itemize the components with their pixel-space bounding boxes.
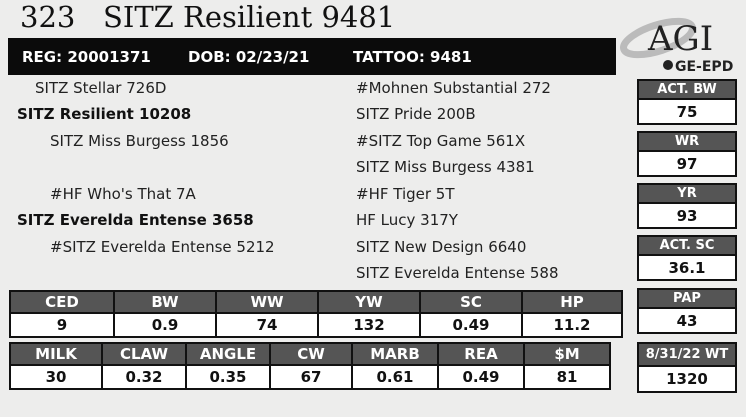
- epd-value-hp: 11.2: [521, 314, 623, 338]
- pedigree-ancestor: #SITZ Top Game 561X: [356, 132, 526, 150]
- agi-logo-icon: AGI GE-EPD: [620, 17, 733, 75]
- pedigree-ancestor: SITZ Pride 200B: [356, 105, 476, 123]
- epd-header-hp: HP: [521, 290, 623, 314]
- stat-label-weight: 8/31/22 WT: [637, 342, 737, 367]
- pedigree-ancestor: SITZ Miss Burgess 4381: [356, 158, 535, 176]
- stat-value-wr: 97: [637, 152, 737, 177]
- epd-value-angle: 0.35: [185, 366, 271, 390]
- registration-number: REG: 20001371: [22, 48, 151, 66]
- stat-label-actual-bw: ACT. BW: [637, 79, 737, 100]
- stat-value-actual-bw: 75: [637, 100, 737, 125]
- epd-header-sc: SC: [419, 290, 523, 314]
- pedigree-dam-dam: #SITZ Everelda Entense 5212: [50, 238, 275, 256]
- epd-value-sc: 0.49: [419, 314, 523, 338]
- epd-value-cw: 67: [269, 366, 353, 390]
- stat-label-wr: WR: [637, 131, 737, 152]
- epd-header-milk: MILK: [9, 342, 103, 366]
- logo-mark: AGI: [647, 19, 713, 59]
- epd-header-ww: WW: [215, 290, 319, 314]
- epd-value-ww: 74: [215, 314, 319, 338]
- pedigree-ancestor: HF Lucy 317Y: [356, 211, 458, 229]
- pedigree-sire-sire: SITZ Stellar 726D: [35, 79, 167, 97]
- pedigree-ancestor: #Mohnen Substantial 272: [356, 79, 551, 97]
- epd-value-rea: 0.49: [437, 366, 525, 390]
- epd-value-yw: 132: [317, 314, 421, 338]
- epd-header-marb: MARB: [351, 342, 439, 366]
- tattoo-number: TATTOO: 9481: [353, 48, 472, 66]
- pedigree-dam: SITZ Everelda Entense 3658: [17, 211, 254, 229]
- pedigree-ancestor: SITZ New Design 6640: [356, 238, 527, 256]
- stat-value-weight: 1320: [637, 367, 737, 393]
- epd-value-bw: 0.9: [113, 314, 217, 338]
- epd-header-yw: YW: [317, 290, 421, 314]
- epd-table-2: MILK CLAW ANGLE CW MARB REA $M 30 0.32 0…: [9, 342, 611, 390]
- logo-subtitle: GE-EPD: [675, 59, 733, 75]
- epd-header-money-m: $M: [523, 342, 611, 366]
- pedigree-ancestor: SITZ Everelda Entense 588: [356, 264, 559, 282]
- id-bar: REG: 20001371 DOB: 02/23/21 TATTOO: 9481: [8, 38, 616, 75]
- stat-label-pap: PAP: [637, 288, 737, 309]
- epd-header-rea: REA: [437, 342, 525, 366]
- epd-header-claw: CLAW: [101, 342, 187, 366]
- epd-table-1: CED BW WW YW SC HP 9 0.9 74 132 0.49 11.…: [9, 290, 623, 338]
- stat-label-actual-sc: ACT. SC: [637, 235, 737, 256]
- epd-value-marb: 0.61: [351, 366, 439, 390]
- pedigree-sire-dam: SITZ Miss Burgess 1856: [50, 132, 229, 150]
- epd-value-milk: 30: [9, 366, 103, 390]
- epd-value-money-m: 81: [523, 366, 611, 390]
- pedigree-sire: SITZ Resilient 10208: [17, 105, 192, 123]
- pedigree-ancestor: #HF Tiger 5T: [356, 185, 455, 203]
- stat-label-yr: YR: [637, 183, 737, 204]
- stat-value-yr: 93: [637, 204, 737, 229]
- pedigree-dam-sire: #HF Who's That 7A: [50, 185, 196, 203]
- epd-value-claw: 0.32: [101, 366, 187, 390]
- epd-header-ced: CED: [9, 290, 115, 314]
- epd-header-angle: ANGLE: [185, 342, 271, 366]
- epd-header-bw: BW: [113, 290, 217, 314]
- stat-value-actual-sc: 36.1: [637, 256, 737, 281]
- epd-value-ced: 9: [9, 314, 115, 338]
- date-of-birth: DOB: 02/23/21: [188, 48, 310, 66]
- stat-value-pap: 43: [637, 309, 737, 334]
- epd-header-cw: CW: [269, 342, 353, 366]
- animal-title: 323 SITZ Resilient 9481: [20, 0, 396, 34]
